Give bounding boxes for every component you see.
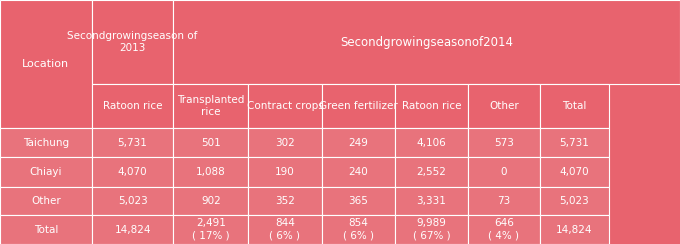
Bar — [395, 157, 468, 187]
Text: Green fertilizer: Green fertilizer — [319, 101, 398, 111]
Text: 5,731: 5,731 — [118, 138, 148, 148]
Bar — [468, 157, 540, 187]
Bar — [173, 84, 248, 128]
Bar — [395, 187, 468, 215]
Bar — [173, 157, 248, 187]
Text: Location: Location — [22, 59, 69, 69]
Text: 2,552: 2,552 — [417, 167, 446, 177]
Bar — [468, 187, 540, 215]
Bar — [173, 0, 680, 84]
Bar — [0, 128, 92, 157]
Bar — [322, 215, 395, 244]
Text: 73: 73 — [497, 196, 511, 206]
Text: 5,023: 5,023 — [560, 196, 589, 206]
Bar — [540, 84, 609, 128]
Text: 4,070: 4,070 — [118, 167, 148, 177]
Text: 4,106: 4,106 — [417, 138, 446, 148]
Bar — [92, 0, 173, 84]
Bar — [248, 128, 322, 157]
Text: 902: 902 — [201, 196, 221, 206]
Text: Ratoon rice: Ratoon rice — [402, 101, 461, 111]
Text: 1,088: 1,088 — [196, 167, 226, 177]
Bar — [173, 187, 248, 215]
Text: 3,331: 3,331 — [417, 196, 446, 206]
Text: Contract crops: Contract crops — [247, 101, 323, 111]
Bar — [248, 157, 322, 187]
Text: 5,023: 5,023 — [118, 196, 148, 206]
Bar — [0, 157, 92, 187]
Bar — [92, 215, 173, 244]
Bar — [322, 157, 395, 187]
Bar — [540, 157, 609, 187]
Text: Total: Total — [562, 101, 586, 111]
Bar — [92, 157, 173, 187]
Text: 5,731: 5,731 — [560, 138, 589, 148]
Bar — [468, 128, 540, 157]
Text: 854
( 6% ): 854 ( 6% ) — [343, 218, 374, 241]
Bar — [92, 187, 173, 215]
Bar — [173, 128, 248, 157]
Text: Other: Other — [31, 196, 61, 206]
Bar — [322, 84, 395, 128]
Bar — [248, 84, 322, 128]
Text: 4,070: 4,070 — [560, 167, 589, 177]
Text: 2,491
( 17% ): 2,491 ( 17% ) — [192, 218, 230, 241]
Text: Secondgrowingseason of
2013: Secondgrowingseason of 2013 — [67, 31, 198, 53]
Text: Chiayi: Chiayi — [30, 167, 62, 177]
Text: 0: 0 — [500, 167, 507, 177]
Text: 14,824: 14,824 — [556, 225, 592, 234]
Bar — [92, 84, 173, 128]
Text: 240: 240 — [348, 167, 369, 177]
Text: 302: 302 — [275, 138, 295, 148]
Text: 646
( 4% ): 646 ( 4% ) — [488, 218, 520, 241]
Bar — [248, 215, 322, 244]
Bar — [322, 187, 395, 215]
Text: Other: Other — [489, 101, 519, 111]
Text: Transplanted
rice: Transplanted rice — [177, 95, 245, 117]
Bar — [540, 215, 609, 244]
Bar — [540, 187, 609, 215]
Bar — [0, 215, 92, 244]
Bar — [540, 128, 609, 157]
Bar — [322, 128, 395, 157]
Text: Taichung: Taichung — [23, 138, 69, 148]
Text: 501: 501 — [201, 138, 221, 148]
Text: 365: 365 — [348, 196, 369, 206]
Bar — [395, 215, 468, 244]
Bar — [248, 187, 322, 215]
Bar — [0, 0, 92, 128]
Text: 9,989
( 67% ): 9,989 ( 67% ) — [413, 218, 450, 241]
Text: Secondgrowingseasonof2014: Secondgrowingseasonof2014 — [340, 36, 513, 49]
Text: Total: Total — [34, 225, 58, 234]
Text: 249: 249 — [348, 138, 369, 148]
Text: 844
( 6% ): 844 ( 6% ) — [269, 218, 301, 241]
Bar — [468, 215, 540, 244]
Text: 190: 190 — [275, 167, 295, 177]
Bar — [395, 84, 468, 128]
Text: 573: 573 — [494, 138, 514, 148]
Text: 352: 352 — [275, 196, 295, 206]
Bar — [92, 128, 173, 157]
Text: Ratoon rice: Ratoon rice — [103, 101, 163, 111]
Bar — [468, 84, 540, 128]
Bar — [0, 187, 92, 215]
Bar — [173, 215, 248, 244]
Text: 14,824: 14,824 — [114, 225, 151, 234]
Bar — [395, 128, 468, 157]
